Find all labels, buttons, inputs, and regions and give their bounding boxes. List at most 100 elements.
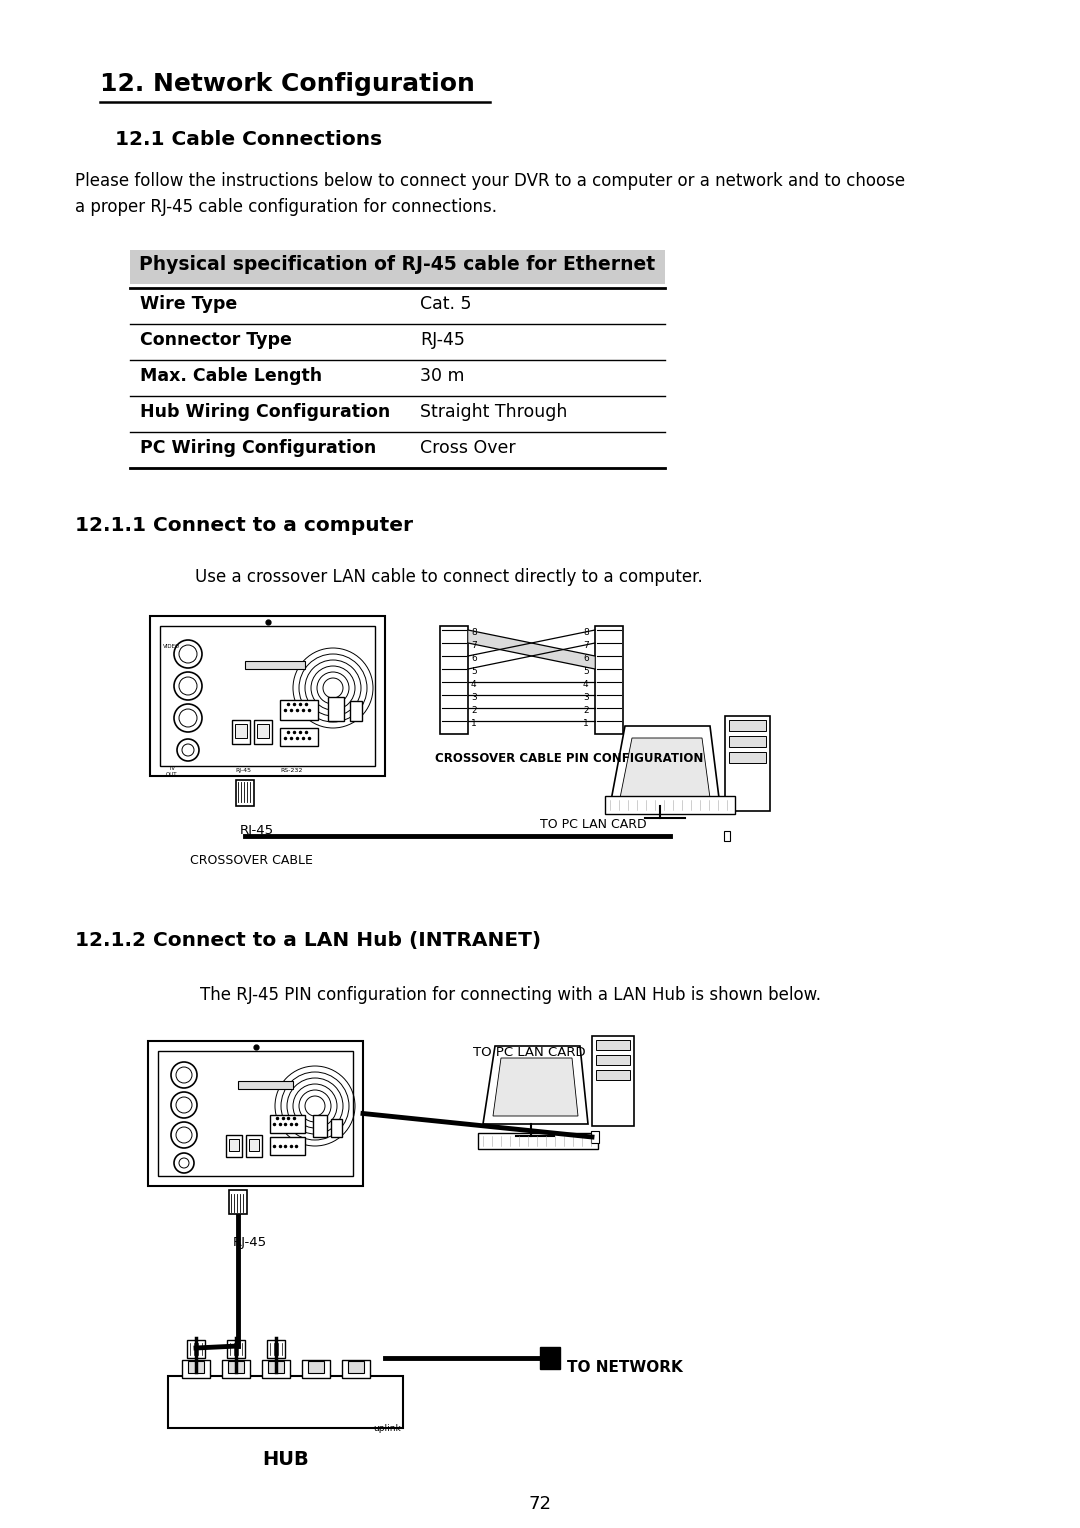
Bar	[226, 1135, 242, 1157]
Text: 3: 3	[471, 694, 476, 701]
Bar	[228, 1361, 244, 1374]
Bar	[348, 1361, 364, 1374]
Text: 6: 6	[583, 654, 589, 663]
Bar	[440, 626, 468, 733]
Text: TV
OUT: TV OUT	[166, 766, 178, 776]
Bar	[238, 1080, 293, 1089]
Text: 3: 3	[583, 694, 589, 701]
Text: Straight Through: Straight Through	[420, 403, 567, 422]
Bar	[268, 1361, 284, 1374]
Bar	[596, 1070, 630, 1080]
Bar	[130, 251, 665, 284]
Bar	[187, 1340, 205, 1358]
Bar	[605, 796, 735, 814]
Bar	[160, 626, 375, 766]
Bar	[245, 662, 305, 669]
Polygon shape	[620, 738, 710, 798]
Text: Max. Cable Length: Max. Cable Length	[140, 367, 322, 385]
Bar	[592, 1036, 634, 1126]
Bar	[595, 626, 623, 733]
Bar	[229, 1190, 247, 1215]
Bar	[229, 1138, 239, 1151]
Text: Cross Over: Cross Over	[420, 439, 515, 457]
Bar	[270, 1137, 305, 1155]
Text: Please follow the instructions below to connect your DVR to a computer or a netw: Please follow the instructions below to …	[75, 173, 905, 189]
Text: TO NETWORK: TO NETWORK	[567, 1360, 683, 1375]
Text: Physical specification of RJ-45 cable for Ethernet: Physical specification of RJ-45 cable fo…	[139, 255, 656, 274]
Bar	[729, 720, 766, 730]
Text: CROSSOVER CABLE PIN CONFIGURATION: CROSSOVER CABLE PIN CONFIGURATION	[435, 752, 703, 766]
Bar	[237, 779, 254, 805]
Bar	[302, 1360, 330, 1378]
Text: 8: 8	[583, 628, 589, 637]
Bar	[596, 1041, 630, 1050]
Text: Hub Wiring Configuration: Hub Wiring Configuration	[140, 403, 390, 422]
Text: 8: 8	[471, 628, 476, 637]
Text: 2: 2	[471, 706, 476, 715]
Text: 4: 4	[583, 680, 589, 689]
Bar	[150, 616, 384, 776]
Polygon shape	[610, 726, 720, 805]
Text: 5: 5	[583, 668, 589, 675]
Bar	[330, 1118, 342, 1137]
Text: Use a crossover LAN cable to connect directly to a computer.: Use a crossover LAN cable to connect dir…	[195, 568, 703, 587]
Bar	[308, 1361, 324, 1374]
Bar	[222, 1360, 249, 1378]
Text: RS-232: RS-232	[280, 769, 302, 773]
Text: 7: 7	[471, 642, 476, 649]
Text: 12.1.1 Connect to a computer: 12.1.1 Connect to a computer	[75, 516, 413, 535]
Bar	[478, 1132, 598, 1149]
Bar	[328, 697, 345, 721]
Text: The RJ-45 PIN configuration for connecting with a LAN Hub is shown below.: The RJ-45 PIN configuration for connecti…	[200, 986, 821, 1004]
Bar	[350, 701, 362, 721]
Text: 5: 5	[471, 668, 476, 675]
Text: VIDEO: VIDEO	[163, 643, 180, 649]
Bar	[168, 1377, 403, 1429]
Bar	[729, 752, 766, 762]
Polygon shape	[483, 1047, 588, 1125]
Bar	[188, 1361, 204, 1374]
Bar	[257, 724, 269, 738]
Text: TO PC LAN CARD: TO PC LAN CARD	[473, 1047, 585, 1059]
Text: Wire Type: Wire Type	[140, 295, 238, 313]
Bar	[267, 1340, 285, 1358]
Bar	[540, 1348, 561, 1369]
Text: RJ-45: RJ-45	[235, 769, 251, 773]
Text: Connector Type: Connector Type	[140, 332, 292, 348]
Bar	[235, 724, 247, 738]
Bar	[270, 1115, 305, 1132]
Bar	[148, 1041, 363, 1186]
Bar	[254, 720, 272, 744]
Text: Cat. 5: Cat. 5	[420, 295, 472, 313]
Bar	[246, 1135, 262, 1157]
Text: 1: 1	[471, 720, 476, 727]
Text: CROSSOVER CABLE: CROSSOVER CABLE	[190, 854, 313, 866]
Bar	[183, 1360, 210, 1378]
Text: TO PC LAN CARD: TO PC LAN CARD	[540, 817, 647, 831]
Text: 12. Network Configuration: 12. Network Configuration	[100, 72, 475, 96]
Text: 6: 6	[471, 654, 476, 663]
Text: 30 m: 30 m	[420, 367, 464, 385]
Bar	[249, 1138, 259, 1151]
Text: 4: 4	[471, 680, 476, 689]
Text: PC Wiring Configuration: PC Wiring Configuration	[140, 439, 376, 457]
Text: RJ-45: RJ-45	[420, 332, 464, 348]
Bar	[596, 1054, 630, 1065]
Bar	[262, 1360, 291, 1378]
Bar	[342, 1360, 370, 1378]
Text: 12.1 Cable Connections: 12.1 Cable Connections	[114, 130, 382, 150]
Bar	[232, 720, 249, 744]
Bar	[227, 1340, 245, 1358]
Bar	[280, 700, 318, 720]
Text: RJ-45: RJ-45	[233, 1236, 267, 1248]
Text: RJ-45: RJ-45	[240, 824, 274, 837]
Bar	[591, 1131, 599, 1143]
Bar	[158, 1051, 353, 1177]
Bar	[725, 717, 770, 811]
Text: 1: 1	[583, 720, 589, 727]
Text: 2: 2	[583, 706, 589, 715]
Bar	[280, 727, 318, 746]
Polygon shape	[468, 630, 595, 669]
Text: 7: 7	[583, 642, 589, 649]
Bar	[729, 736, 766, 747]
